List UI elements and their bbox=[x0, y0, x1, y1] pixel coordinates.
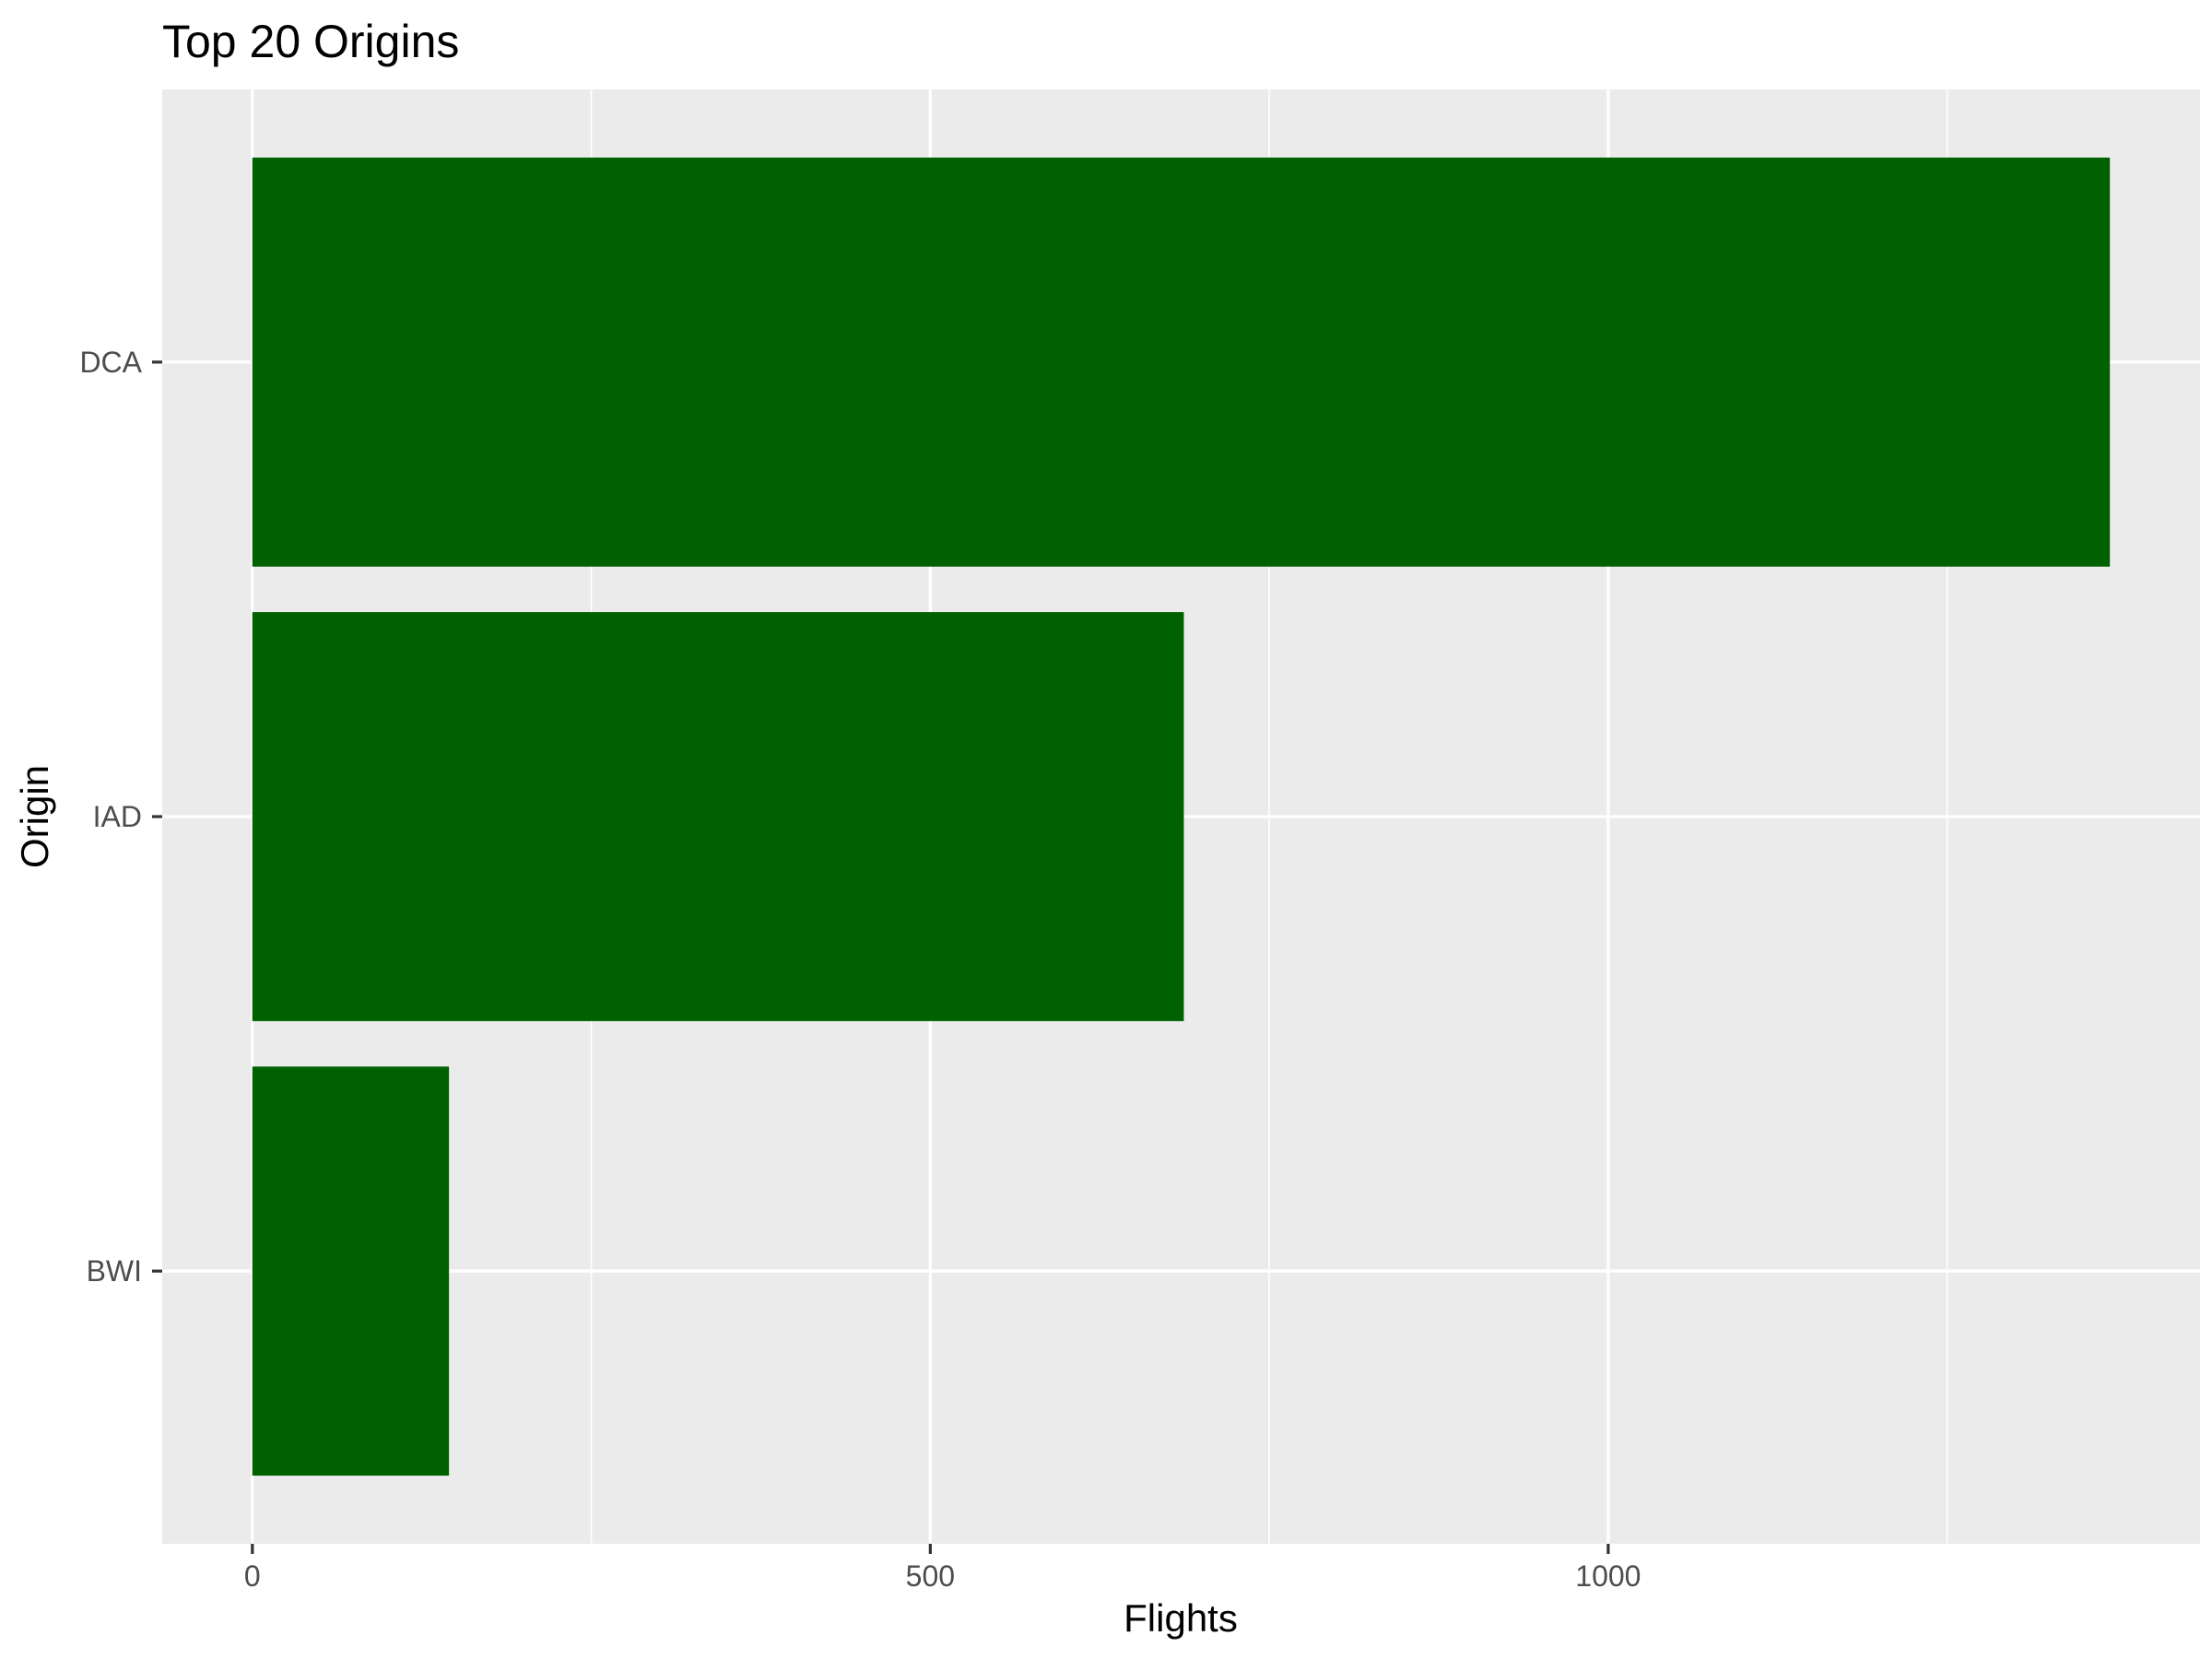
bars bbox=[252, 157, 2111, 1477]
x-tick-label: 500 bbox=[906, 1559, 955, 1593]
x-axis: 0 500 1000 bbox=[244, 1544, 1641, 1593]
y-tick-label: DCA bbox=[79, 346, 142, 379]
bar-iad bbox=[252, 612, 1184, 1021]
x-tick-label: 1000 bbox=[1575, 1559, 1641, 1593]
bar-dca bbox=[252, 157, 2111, 567]
chart-title: Top 20 Origins bbox=[162, 16, 459, 67]
y-tick-label: BWI bbox=[87, 1254, 142, 1288]
x-axis-title: Flights bbox=[1124, 1596, 1238, 1640]
y-tick-label: IAD bbox=[93, 800, 142, 833]
y-axis: DCA IAD BWI bbox=[79, 346, 162, 1288]
x-tick-label: 0 bbox=[244, 1559, 261, 1593]
y-axis-title: Origin bbox=[13, 765, 56, 868]
bar-bwi bbox=[252, 1066, 450, 1477]
